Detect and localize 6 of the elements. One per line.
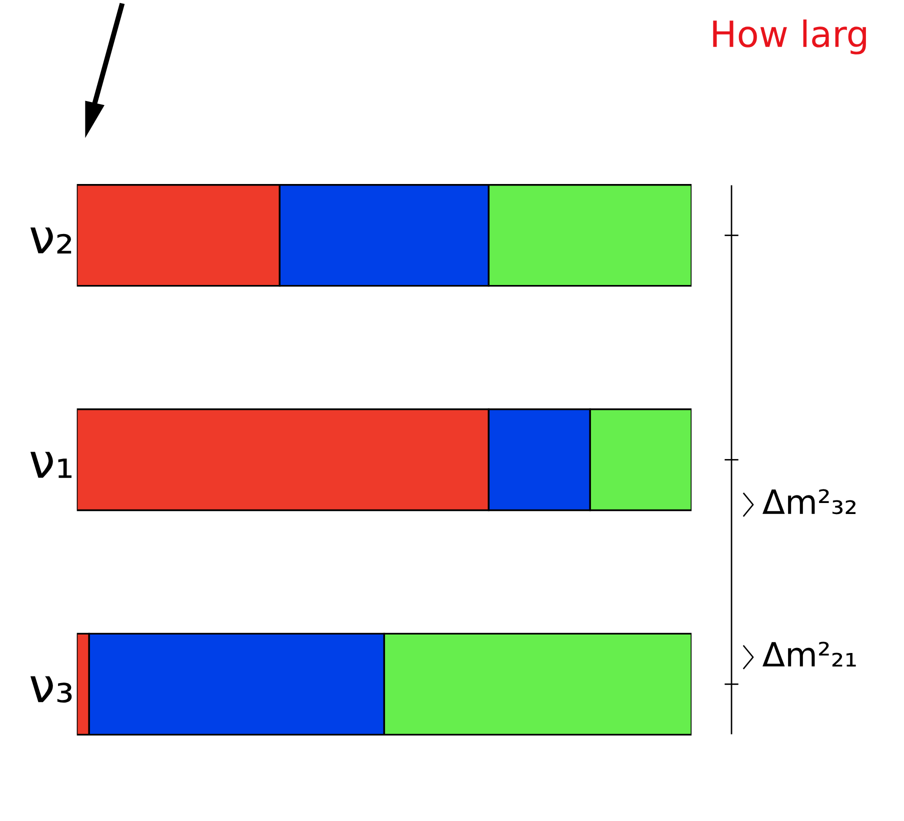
text: How larg xyxy=(713,19,866,54)
y-tick-label: ν₃ xyxy=(30,676,72,703)
text: Δm²₂₁ xyxy=(762,642,856,667)
y-tick-label: ν₁ xyxy=(30,452,72,478)
y-tick-label: ν₂ xyxy=(30,227,72,254)
text: Δm²₃₂ xyxy=(762,489,856,514)
